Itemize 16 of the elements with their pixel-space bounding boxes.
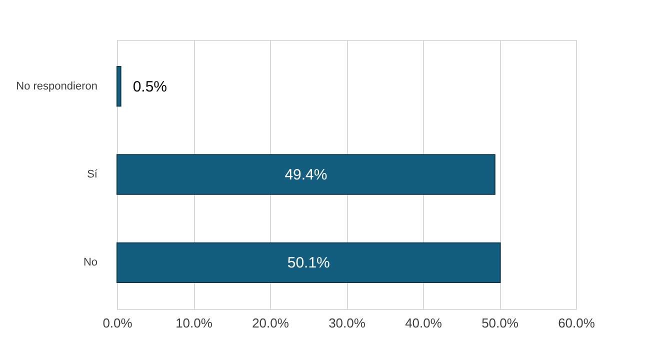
x-tick-label: 30.0% bbox=[328, 316, 366, 330]
data-label: 49.4% bbox=[284, 166, 328, 184]
bar bbox=[116, 242, 501, 284]
y-tick-label: No bbox=[83, 256, 98, 269]
bar bbox=[116, 66, 122, 107]
y-tick-label: No respondieron bbox=[16, 80, 98, 92]
x-tick-label: 20.0% bbox=[252, 316, 290, 330]
y-tick-label: Sí bbox=[87, 168, 98, 180]
x-tick-label: 10.0% bbox=[176, 316, 213, 330]
x-tick-label: 60.0% bbox=[558, 316, 596, 330]
bar bbox=[116, 154, 496, 195]
x-tick-label: 0.0% bbox=[102, 316, 133, 330]
x-tick-label: 40.0% bbox=[405, 316, 442, 330]
data-label: 50.1% bbox=[287, 254, 330, 272]
data-label: 0.5% bbox=[132, 78, 168, 96]
x-tick-label: 50.0% bbox=[482, 316, 519, 330]
